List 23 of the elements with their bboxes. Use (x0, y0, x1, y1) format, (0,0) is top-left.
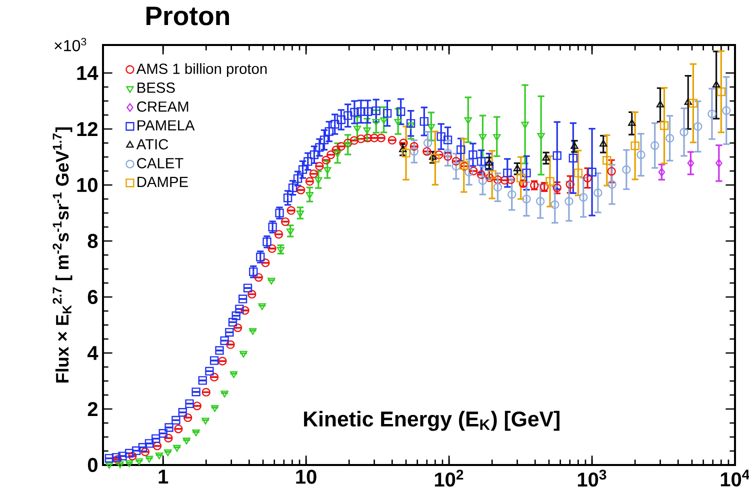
chart-title: Proton (146, 6, 229, 26)
legend-label: BESS (138, 82, 175, 93)
x-tick-label: 10 (296, 470, 316, 484)
y-tick-label: 12 (77, 122, 98, 136)
legend-label: ATIC (136, 139, 168, 150)
x-axis-title: Kinetic Energy (E$_{K}$) [GeV] (304, 410, 560, 431)
legend-label: CREAM (137, 101, 188, 112)
y-tick-label: 4 (87, 346, 98, 360)
legend-label: CALET (137, 158, 184, 168)
y-tick-label: 8 (88, 234, 98, 248)
y-tick-label: 10 (77, 178, 98, 192)
text: Flux × E$_{K}$$^{2.7}$ [ m$^{-2}$s$^{-1}$sr$^{-1}$ GeV$^{1.7}$] (52, 127, 72, 382)
x-tick-label: 1 (158, 470, 168, 484)
legend-label: AMS 1 billion proton (136, 63, 267, 77)
y-tick-label: 6 (88, 290, 98, 304)
legend-label: DAMPE (138, 176, 188, 187)
y-tick-label: 14 (77, 66, 98, 80)
x-tick-label: 10$^{3}$ (578, 470, 606, 487)
y-tick-label: 2 (88, 402, 98, 416)
legend-label: PAMELA (138, 120, 195, 130)
x-tick-label: 10$^{2}$ (434, 470, 464, 487)
y-tick-label: 0 (88, 458, 98, 472)
text: ×10$^{3}$ (54, 38, 86, 52)
